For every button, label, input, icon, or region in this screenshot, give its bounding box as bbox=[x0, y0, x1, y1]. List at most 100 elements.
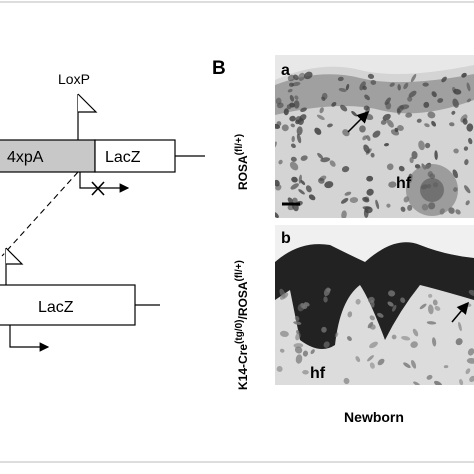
cell-nucleus bbox=[298, 72, 306, 81]
cell-nucleus bbox=[341, 166, 350, 173]
hair-follicle-core bbox=[420, 178, 444, 202]
genotype-a: ROSA(fl/+) bbox=[234, 134, 250, 190]
cell-nucleus bbox=[283, 108, 289, 116]
cell-nucleus bbox=[291, 81, 301, 87]
cell-nucleus bbox=[367, 73, 375, 79]
cell-nucleus bbox=[375, 199, 380, 210]
cell-nucleus bbox=[289, 161, 299, 171]
cell-nucleus bbox=[289, 115, 296, 122]
annotation-a: hf bbox=[396, 175, 412, 192]
cell-nucleus bbox=[323, 341, 330, 348]
cell-nucleus bbox=[364, 94, 370, 101]
cell-nucleus bbox=[290, 143, 296, 149]
cell-nucleus bbox=[464, 159, 469, 166]
cell-nucleus bbox=[308, 194, 316, 201]
cell-nucleus bbox=[290, 183, 299, 190]
cell-nucleus bbox=[448, 207, 455, 214]
cell-nucleus bbox=[321, 92, 328, 100]
cell-nucleus bbox=[278, 159, 283, 165]
cell-nucleus bbox=[292, 197, 298, 203]
cell-nucleus bbox=[455, 338, 463, 346]
cell-nucleus bbox=[400, 297, 406, 303]
cell-nucleus bbox=[370, 79, 377, 85]
dashed-guide bbox=[1, 171, 79, 257]
cell-nucleus bbox=[331, 101, 337, 107]
cell-nucleus bbox=[351, 111, 358, 117]
cell-nucleus bbox=[362, 135, 368, 141]
cell-nucleus bbox=[389, 82, 395, 87]
cell-nucleus bbox=[405, 112, 413, 118]
cell-nucleus bbox=[316, 114, 325, 120]
cell-nucleus bbox=[426, 321, 437, 325]
block-x bbox=[91, 181, 105, 196]
transcription-arrow bbox=[9, 325, 50, 352]
cell-nucleus bbox=[466, 98, 472, 103]
genotype-sup: (fl/+) bbox=[234, 260, 245, 281]
cell-nucleus bbox=[410, 341, 418, 348]
cell-nucleus bbox=[372, 130, 381, 138]
stained-epidermis bbox=[275, 242, 474, 349]
genotype-sup: (tg/0) bbox=[234, 320, 245, 344]
cell-nucleus bbox=[293, 343, 304, 348]
cell-nucleus bbox=[451, 110, 456, 115]
cell-nucleus bbox=[461, 72, 467, 78]
cell-nucleus bbox=[380, 119, 387, 125]
cell-nucleus bbox=[294, 346, 303, 354]
cell-nucleus bbox=[419, 303, 427, 310]
cell-nucleus bbox=[294, 95, 299, 100]
cell-nucleus bbox=[468, 137, 473, 145]
cell-nucleus bbox=[319, 107, 324, 114]
cell-nucleus bbox=[293, 321, 302, 325]
cell-nucleus bbox=[431, 91, 437, 98]
cell-nucleus bbox=[359, 125, 366, 133]
cell-nucleus bbox=[370, 152, 375, 158]
cell-nucleus bbox=[460, 114, 468, 123]
cell-nucleus bbox=[365, 148, 372, 155]
cell-nucleus bbox=[398, 165, 405, 172]
blocked-arrow bbox=[79, 172, 130, 193]
cell-nucleus bbox=[275, 141, 277, 148]
cell-nucleus bbox=[355, 298, 361, 305]
cell-nucleus bbox=[343, 377, 350, 385]
cell-nucleus bbox=[466, 82, 471, 92]
cell-nucleus bbox=[386, 203, 391, 208]
cell-nucleus bbox=[279, 292, 289, 300]
cell-nucleus bbox=[428, 293, 433, 298]
cell-nucleus bbox=[434, 305, 441, 311]
cell-nucleus bbox=[453, 88, 462, 95]
cell-nucleus bbox=[314, 127, 322, 135]
lacz-label-upper: LacZ bbox=[105, 149, 141, 166]
cell-nucleus bbox=[410, 73, 417, 83]
cell-nucleus bbox=[392, 304, 397, 312]
cell-nucleus bbox=[369, 324, 376, 330]
cell-nucleus bbox=[459, 379, 464, 385]
cell-nucleus bbox=[279, 348, 285, 353]
cell-nucleus bbox=[299, 114, 307, 121]
surface bbox=[275, 55, 474, 80]
cell-nucleus bbox=[300, 107, 307, 113]
cell-nucleus bbox=[341, 210, 347, 218]
cell-nucleus bbox=[411, 150, 418, 160]
cell-nucleus bbox=[302, 369, 309, 375]
cell-nucleus bbox=[443, 365, 449, 369]
cell-nucleus bbox=[403, 82, 409, 90]
genotype-base: K14-Cre bbox=[236, 344, 250, 390]
cell-nucleus bbox=[286, 104, 292, 110]
cell-nucleus bbox=[453, 148, 459, 154]
cell-nucleus bbox=[394, 127, 399, 133]
cell-nucleus bbox=[296, 126, 303, 136]
cell-nucleus bbox=[317, 152, 324, 159]
cell-nucleus bbox=[337, 76, 344, 82]
cell-nucleus bbox=[377, 358, 385, 366]
cell-nucleus bbox=[424, 142, 431, 149]
surface bbox=[275, 225, 474, 262]
cell-nucleus bbox=[422, 82, 429, 87]
cell-nucleus bbox=[370, 299, 375, 308]
cell-nucleus bbox=[431, 120, 437, 127]
cell-nucleus bbox=[300, 303, 306, 308]
cell-nucleus bbox=[463, 146, 469, 151]
cell-nucleus bbox=[303, 302, 310, 307]
cell-nucleus bbox=[310, 349, 315, 355]
micrograph-a bbox=[275, 55, 474, 218]
